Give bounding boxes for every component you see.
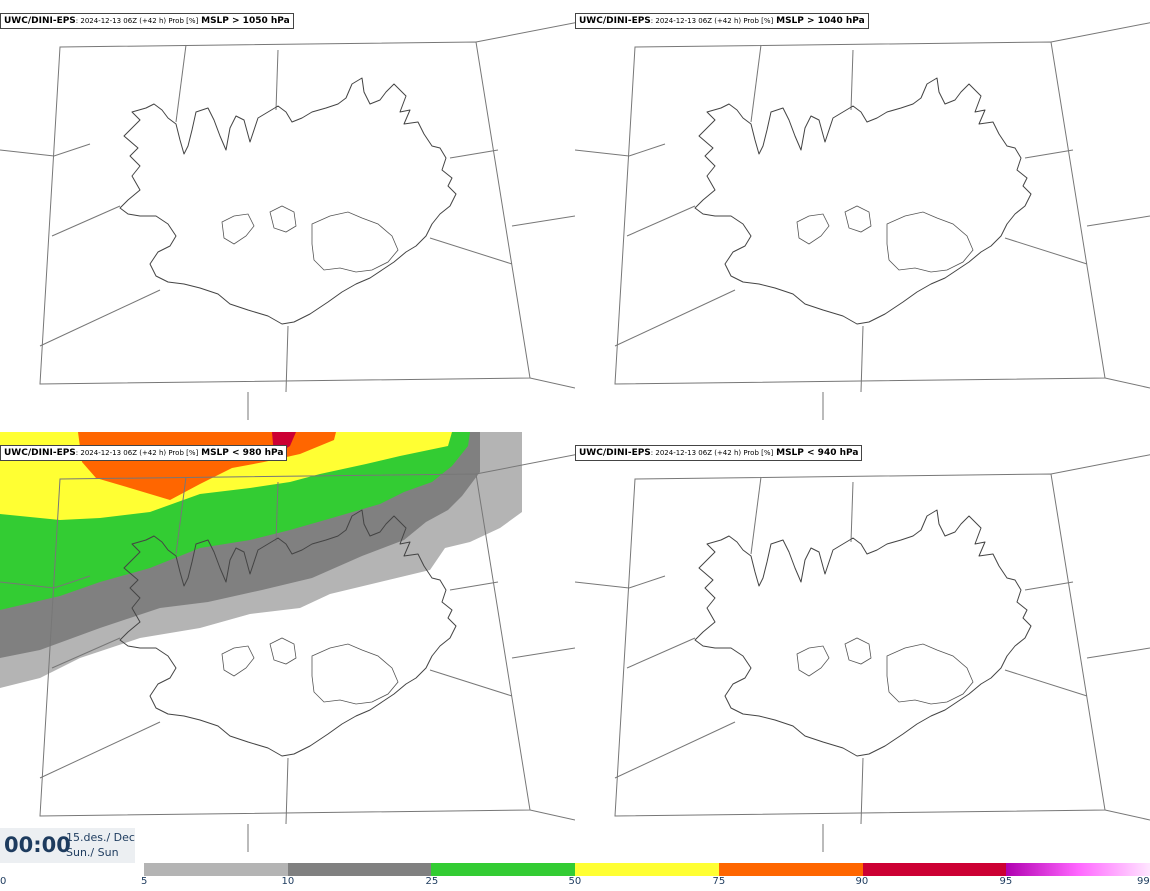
valid-time-box: 00:00 15.des./ Dec Sun./ Sun: [0, 828, 135, 863]
colorbar: [144, 863, 1150, 876]
map-canvas: [575, 22, 1150, 420]
iceland-coastline: [119, 77, 457, 325]
map-grid: [0, 454, 575, 852]
run-info: : 2024-12-13 06Z (+42 h) Prob [%]: [650, 449, 774, 457]
threshold-label: MSLP < 980 hPa: [201, 448, 284, 458]
model-name: UWC/DINI-EPS: [579, 448, 651, 458]
valid-date-line1: 15.des./ Dec: [66, 831, 135, 844]
panel-title: UWC/DINI-EPS: 2024-12-13 06Z (+42 h) Pro…: [575, 445, 863, 461]
colorbar-segment: [862, 863, 1007, 876]
map-panel-bottom-left: UWC/DINI-EPS: 2024-12-13 06Z (+42 h) Pro…: [0, 432, 575, 864]
iceland-coastline: [119, 509, 457, 757]
glaciers: [221, 637, 399, 705]
panel-title: UWC/DINI-EPS: 2024-12-13 06Z (+42 h) Pro…: [0, 445, 288, 461]
colorbar-tick-label: 99: [1137, 876, 1150, 887]
iceland-coastline: [694, 77, 1032, 325]
panel-title: UWC/DINI-EPS: 2024-12-13 06Z (+42 h) Pro…: [0, 13, 294, 29]
colorbar-segment: [575, 863, 719, 876]
map-grid: [575, 454, 1150, 852]
map-canvas: [0, 432, 575, 852]
colorbar-tick-label: 25: [425, 876, 439, 887]
iceland-coastline: [694, 509, 1032, 757]
valid-date-line2: Sun./ Sun: [66, 846, 119, 859]
map-panel-bottom-right: UWC/DINI-EPS: 2024-12-13 06Z (+42 h) Pro…: [575, 432, 1150, 864]
colorbar-tick-label: 50: [568, 876, 582, 887]
threshold-label: MSLP > 1050 hPa: [201, 16, 290, 26]
colorbar-segment: [431, 863, 576, 876]
valid-date: 15.des./ Dec Sun./ Sun: [66, 830, 135, 860]
colorbar-segment: [287, 863, 432, 876]
map-canvas: [575, 454, 1150, 852]
map-panel-top-left: UWC/DINI-EPS: 2024-12-13 06Z (+42 h) Pro…: [0, 0, 575, 432]
panel-title: UWC/DINI-EPS: 2024-12-13 06Z (+42 h) Pro…: [575, 13, 869, 29]
colorbar-tick-label: 90: [855, 876, 869, 887]
colorbar-tick-label: 10: [281, 876, 295, 887]
model-name: UWC/DINI-EPS: [579, 16, 651, 26]
model-name: UWC/DINI-EPS: [4, 16, 76, 26]
colorbar-segment: [718, 863, 863, 876]
threshold-label: MSLP < 940 hPa: [776, 448, 859, 458]
model-name: UWC/DINI-EPS: [4, 448, 76, 458]
run-info: : 2024-12-13 06Z (+42 h) Prob [%]: [650, 17, 774, 25]
run-info: : 2024-12-13 06Z (+42 h) Prob [%]: [75, 449, 199, 457]
colorbar-segment: [1006, 863, 1150, 876]
run-info: : 2024-12-13 06Z (+42 h) Prob [%]: [75, 17, 199, 25]
colorbar-tick-label: 5: [141, 876, 148, 887]
colorbar-tick-label: 0: [0, 876, 7, 887]
colorbar-segment: [144, 863, 288, 876]
threshold-label: MSLP > 1040 hPa: [776, 16, 865, 26]
colorbar-tick-label: 95: [999, 876, 1013, 887]
valid-time: 00:00: [4, 833, 71, 857]
glaciers: [796, 205, 974, 273]
colorbar-tick-label: 75: [712, 876, 726, 887]
map-grid: [0, 22, 575, 420]
map-grid: [575, 22, 1150, 420]
map-panel-top-right: UWC/DINI-EPS: 2024-12-13 06Z (+42 h) Pro…: [575, 0, 1150, 432]
glaciers: [796, 637, 974, 705]
glaciers: [221, 205, 399, 273]
map-canvas: [0, 22, 575, 420]
